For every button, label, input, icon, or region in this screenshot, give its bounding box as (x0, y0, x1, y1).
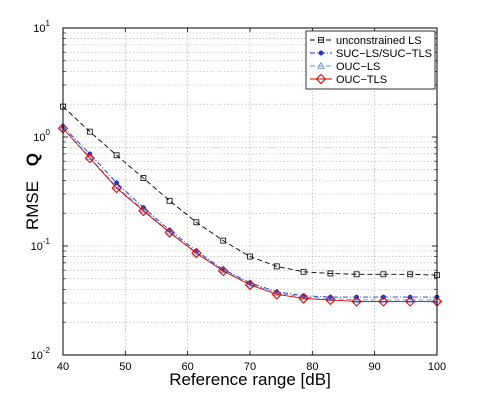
data-point (191, 247, 202, 259)
legend-label: unconstrained LS (336, 35, 422, 47)
legend-marker (318, 50, 324, 56)
data-point (404, 296, 416, 307)
data-point (406, 295, 415, 303)
legend-entry: SUC−LS/SUC−TLS (310, 48, 432, 60)
data-point (273, 263, 280, 270)
x-tick-label: 90 (369, 361, 381, 373)
legend: unconstrained LSSUC−LS/SUC−TLSOUC−LSOUC−… (305, 30, 436, 90)
data-point (407, 271, 414, 278)
y-tick-label: 100 (33, 128, 50, 144)
series-1 (60, 103, 440, 279)
legend-marker (318, 37, 324, 43)
y-axis-label: RMSE Q (23, 153, 42, 230)
x-tick-label: 100 (428, 361, 446, 373)
data-point (220, 237, 227, 244)
x-axis-label: Reference range [dB] (169, 370, 331, 389)
series-line (62, 128, 437, 302)
data-point (299, 292, 308, 300)
data-point (378, 296, 389, 307)
data-point (326, 294, 335, 302)
data-point (244, 279, 256, 291)
x-tick-label: 50 (119, 361, 131, 373)
data-point (247, 253, 253, 260)
series-line (62, 126, 437, 298)
data-point (352, 295, 361, 303)
legend-marker (315, 73, 327, 85)
legend-label: SUC−LS/SUC−TLS (336, 48, 432, 60)
legend-label: OUC−LS (336, 61, 380, 73)
y-tick-label: 10-2 (31, 346, 51, 362)
legend-label: OUC−TLS (336, 74, 387, 86)
data-point (86, 128, 93, 135)
data-point (327, 270, 334, 277)
data-point (193, 219, 200, 226)
data-point (351, 296, 362, 307)
data-point (138, 205, 149, 217)
x-tick-label: 60 (182, 361, 194, 373)
legend-entry: unconstrained LS (310, 35, 422, 47)
data-point (272, 288, 281, 296)
data-point (113, 152, 120, 159)
x-tick-label: 40 (57, 361, 69, 373)
data-point (246, 279, 254, 287)
legend-entry: OUC−TLS (310, 73, 387, 86)
y-tick-label: 101 (33, 19, 50, 35)
y-axis-label-prefix: RMSE (23, 181, 42, 230)
legend-entry: OUC−LS (310, 61, 380, 73)
data-point (164, 227, 175, 238)
data-point (300, 268, 307, 275)
x-tick-label: 70 (244, 361, 256, 373)
data-point (166, 197, 173, 204)
data-point (84, 152, 96, 164)
x-tick-label: 80 (306, 361, 318, 373)
legend-marker (317, 61, 325, 69)
series-line (62, 127, 437, 301)
y-tick-label: 10-1 (31, 237, 51, 253)
series-4 (57, 123, 443, 307)
series-line (62, 106, 438, 276)
data-point (140, 175, 147, 181)
data-point (379, 295, 388, 303)
data-point (325, 294, 336, 306)
data-point (380, 271, 387, 278)
data-point (271, 289, 283, 300)
data-point (217, 265, 229, 277)
data-point (111, 182, 122, 194)
y-axis-label-symbol: Q (23, 153, 42, 166)
plot-frame (62, 27, 438, 356)
data-point (298, 293, 309, 304)
data-point (353, 271, 360, 278)
